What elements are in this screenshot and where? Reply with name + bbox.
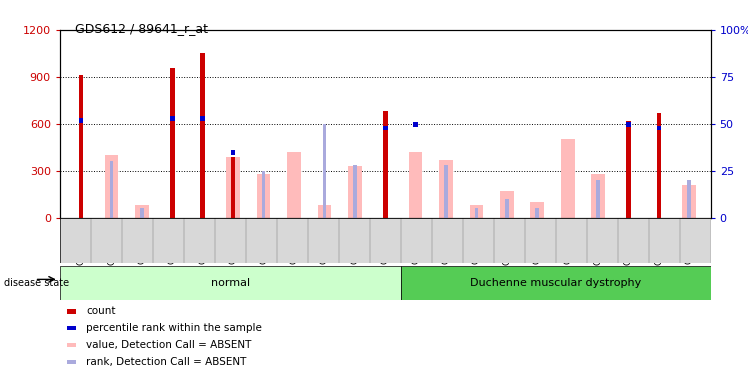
Bar <box>257 174 271 217</box>
Bar <box>60 266 401 300</box>
Text: rank, Detection Call = ABSENT: rank, Detection Call = ABSENT <box>86 357 246 367</box>
Bar <box>536 208 539 218</box>
Text: value, Detection Call = ABSENT: value, Detection Call = ABSENT <box>86 340 251 350</box>
Bar <box>262 171 266 217</box>
Bar <box>626 122 631 127</box>
Text: disease state: disease state <box>4 278 69 288</box>
Bar <box>444 165 448 218</box>
Bar <box>682 185 696 218</box>
Bar <box>383 111 387 218</box>
Bar <box>200 54 205 217</box>
Text: normal: normal <box>211 278 250 288</box>
Bar <box>414 122 418 127</box>
Bar <box>657 126 661 130</box>
Text: percentile rank within the sample: percentile rank within the sample <box>86 323 262 333</box>
Bar <box>591 174 605 217</box>
Bar <box>318 205 331 218</box>
Bar <box>657 113 661 218</box>
Bar <box>110 161 114 218</box>
Bar <box>79 118 84 123</box>
Bar <box>401 266 711 300</box>
Bar <box>505 199 509 217</box>
Bar <box>170 68 174 218</box>
Bar <box>231 150 236 154</box>
Bar <box>105 155 118 218</box>
Bar <box>287 152 301 217</box>
Bar <box>353 165 357 218</box>
Bar <box>439 160 453 218</box>
Bar <box>596 180 600 218</box>
Bar <box>475 208 478 218</box>
Bar <box>530 202 544 217</box>
Bar <box>79 75 84 217</box>
Bar <box>200 116 205 121</box>
Bar <box>231 157 236 218</box>
Text: Duchenne muscular dystrophy: Duchenne muscular dystrophy <box>470 278 641 288</box>
Bar <box>626 121 631 218</box>
Bar <box>383 126 387 130</box>
Bar <box>470 205 483 218</box>
Text: count: count <box>86 306 115 316</box>
Text: GDS612 / 89641_r_at: GDS612 / 89641_r_at <box>75 22 208 36</box>
Bar <box>348 166 361 218</box>
Bar <box>170 116 174 121</box>
Bar <box>500 191 514 217</box>
Bar <box>322 124 326 218</box>
Bar <box>135 205 149 218</box>
Bar <box>227 157 240 218</box>
Bar <box>687 180 691 218</box>
Bar <box>140 208 144 218</box>
Bar <box>409 152 423 217</box>
Bar <box>561 140 574 218</box>
